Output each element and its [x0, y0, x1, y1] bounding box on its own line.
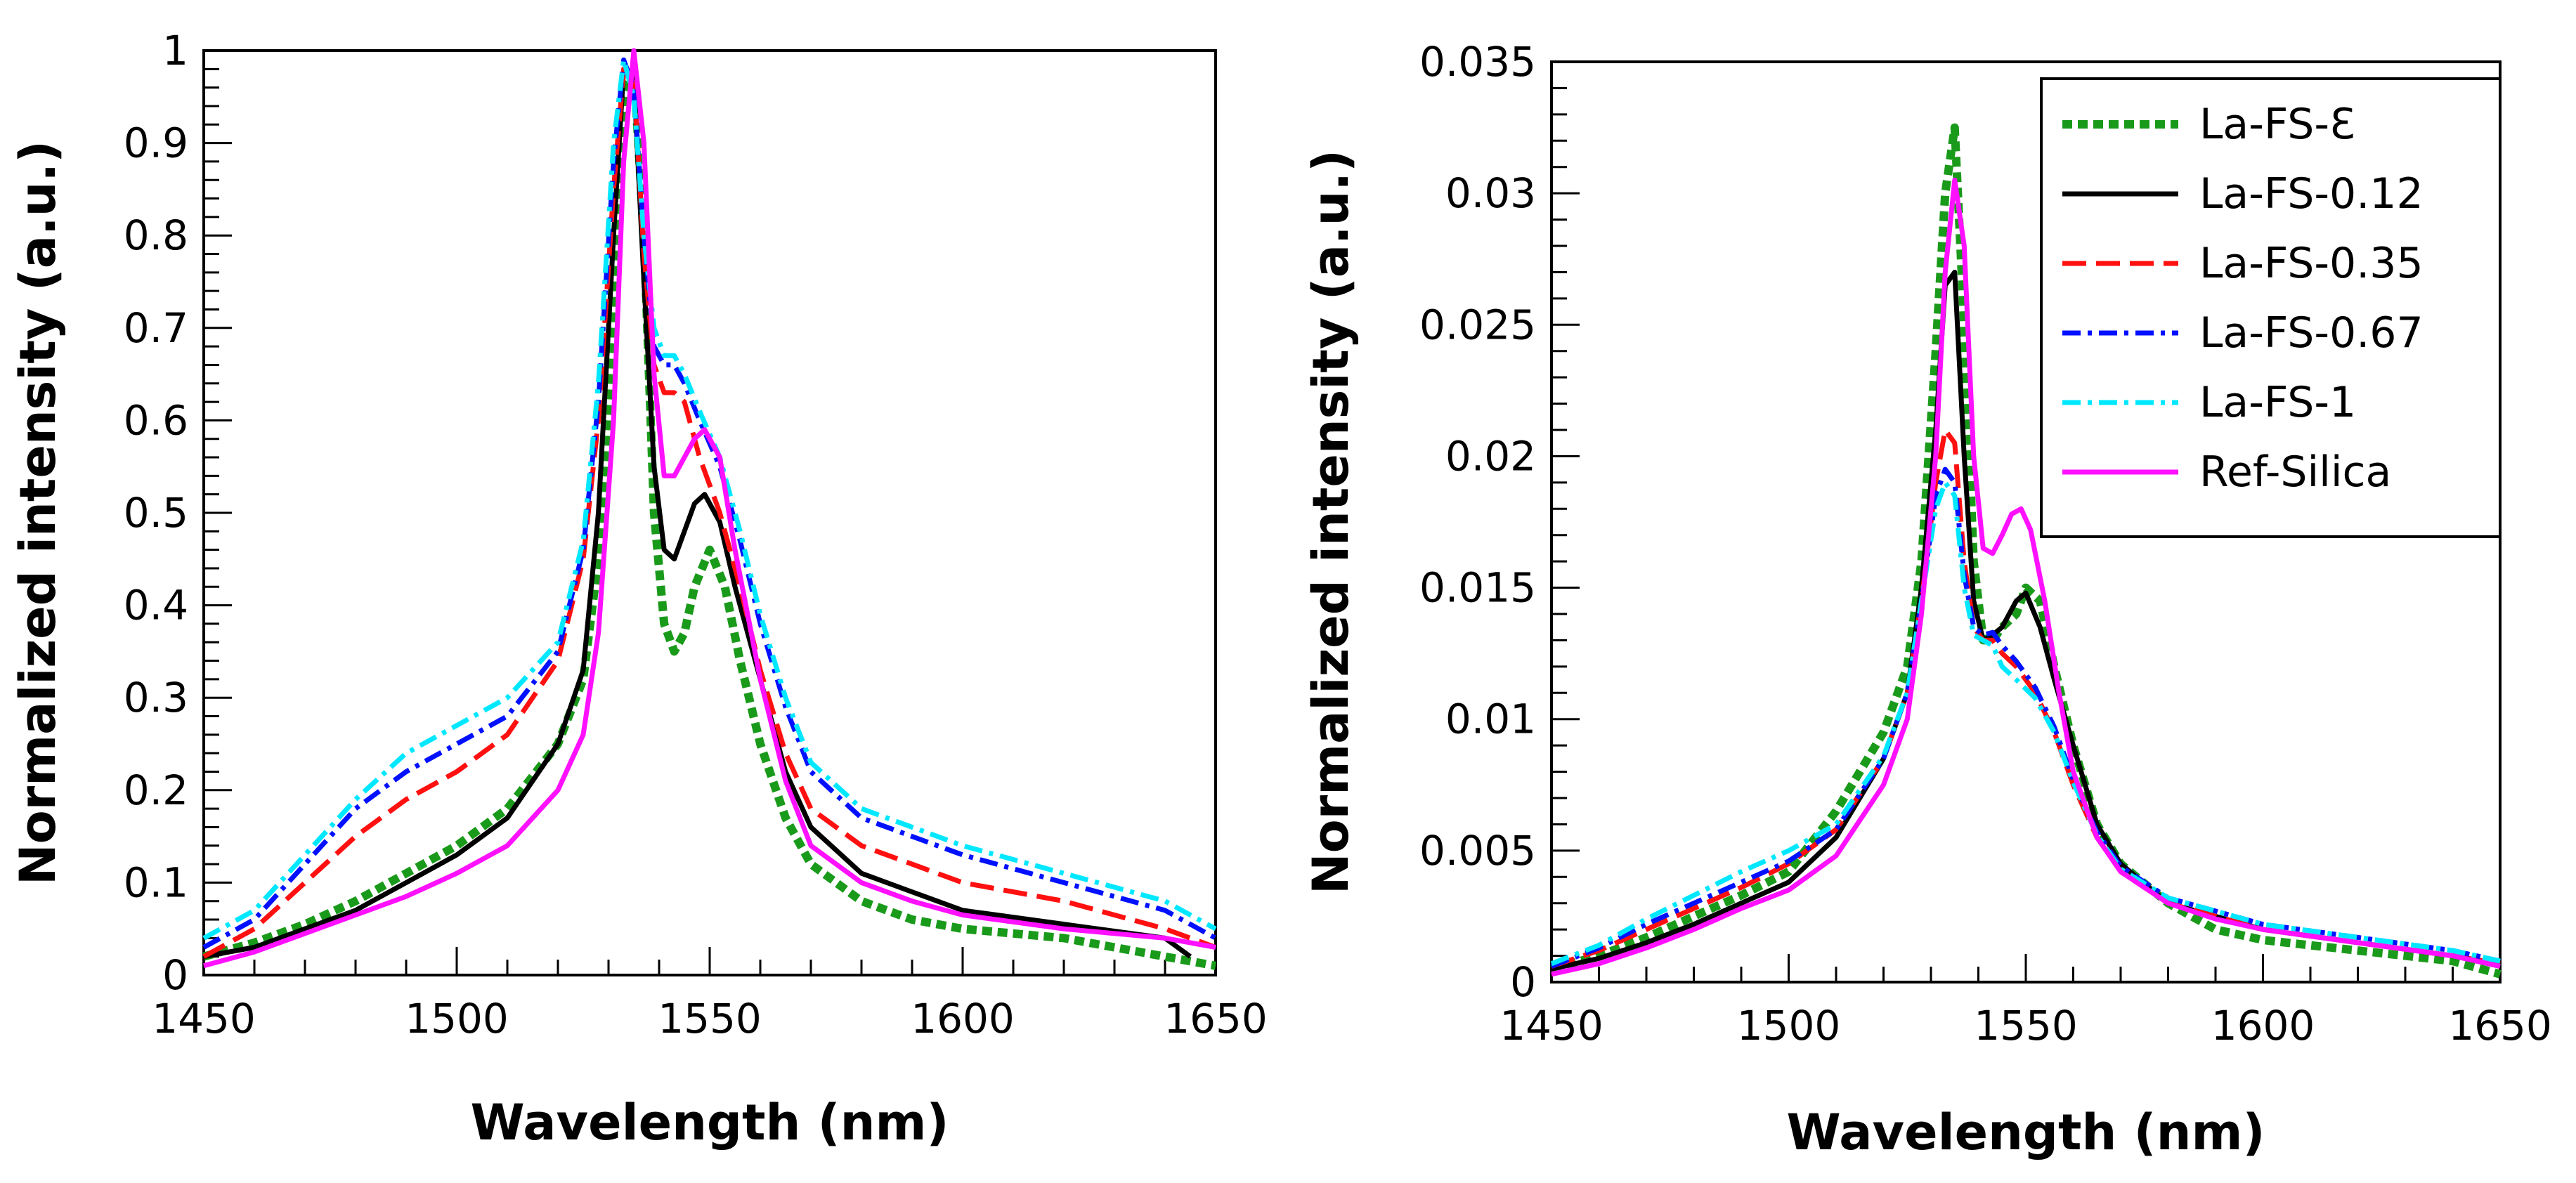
y-tick-label: 0.4 [124, 582, 188, 629]
right-x-axis-title: Wavelength (nm) [1787, 1104, 2265, 1161]
legend-label: La-FS-1 [2199, 378, 2356, 427]
left-tick-labels: 1450 1500 1550 1600 1650 0 0.1 0.2 0.3 0.4 0.5 0.6 0… [124, 27, 1268, 1043]
legend-items: La-FS-Ɛ La-FS-0.12 La-FS-0.35 La-FS-0.67 La-… [2062, 100, 2424, 497]
right-tick-labels: 1450 1500 1550 1600 1650 0 0.005 0.01 0.015 0.02 0… [1419, 38, 2552, 1050]
legend-label: La-FS-Ɛ [2199, 100, 2355, 149]
left-series-la-fs-0-35 [202, 66, 1217, 959]
right-series-ref-silica [1551, 177, 2501, 977]
y-tick-label: 0.03 [1445, 169, 1536, 217]
x-tick-label: 1450 [1500, 1002, 1604, 1050]
y-tick-label: 0.015 [1419, 564, 1536, 612]
x-tick-label: 1550 [658, 995, 762, 1043]
legend: La-FS-Ɛ La-FS-0.12 La-FS-0.35 La-FS-0.67 La-… [2040, 77, 2502, 538]
x-tick-label: 1650 [2448, 1002, 2552, 1050]
left-ticks [202, 49, 1217, 976]
x-tick-label: 1550 [1974, 1002, 2078, 1050]
left-x-axis-title: Wavelength (nm) [471, 1094, 949, 1151]
left-series [202, 48, 1217, 970]
y-tick-label: 0.025 [1419, 301, 1536, 348]
y-tick-label: 0.3 [124, 674, 188, 721]
right-chart: 1450 1500 1550 1600 1650 0 0.005 0.01 0.015 0.02 0… [1302, 38, 2552, 1161]
x-tick-label: 1600 [2211, 1002, 2315, 1050]
y-tick-label: 0.9 [124, 119, 188, 167]
y-tick-label: 0.8 [124, 211, 188, 259]
y-tick-label: 0.01 [1445, 695, 1536, 743]
y-tick-label: 0 [162, 951, 188, 999]
left-series-la-fs-0-12 [203, 66, 1192, 960]
legend-label: La-FS-0.12 [2199, 169, 2424, 218]
left-chart: 1450 1500 1550 1600 1650 0 0.1 0.2 0.3 0.4 0.5 0.6 0… [9, 27, 1268, 1151]
y-tick-label: 0 [1510, 958, 1536, 1006]
x-tick-label: 1500 [405, 995, 509, 1043]
right-y-axis-title: Normalized intensity (a.u.) [1302, 150, 1360, 894]
legend-label: La-FS-0.67 [2199, 308, 2424, 358]
y-tick-label: 1 [162, 27, 188, 74]
legend-label: La-FS-0.35 [2199, 239, 2424, 288]
right-series [1550, 123, 2502, 979]
right-series-la-fs-1 [1550, 480, 2501, 967]
left-y-axis-title: Normalized intensity (a.u.) [9, 140, 67, 885]
x-tick-label: 1500 [1737, 1002, 1841, 1050]
left-plot-frame [202, 49, 1217, 976]
x-tick-label: 1650 [1164, 995, 1268, 1043]
left-series-la-fs- [202, 65, 1217, 970]
legend-label: Ref-Silica [2199, 447, 2391, 497]
y-tick-label: 0.02 [1445, 432, 1536, 480]
y-tick-label: 0.6 [124, 396, 188, 444]
x-tick-label: 1450 [152, 995, 256, 1043]
left-series-la-fs-1 [202, 57, 1217, 941]
y-tick-label: 0.2 [124, 766, 188, 814]
right-ticks [1550, 60, 2502, 983]
y-tick-label: 0.1 [124, 858, 188, 906]
left-series-la-fs-0-67 [202, 57, 1217, 950]
x-tick-label: 1600 [911, 995, 1015, 1043]
left-series-ref-silica [203, 48, 1216, 969]
y-tick-label: 0.7 [124, 304, 188, 352]
y-tick-label: 0.035 [1419, 38, 1536, 86]
legend-box [2040, 77, 2502, 538]
y-tick-label: 0.005 [1419, 827, 1536, 875]
y-tick-label: 0.5 [124, 489, 188, 537]
